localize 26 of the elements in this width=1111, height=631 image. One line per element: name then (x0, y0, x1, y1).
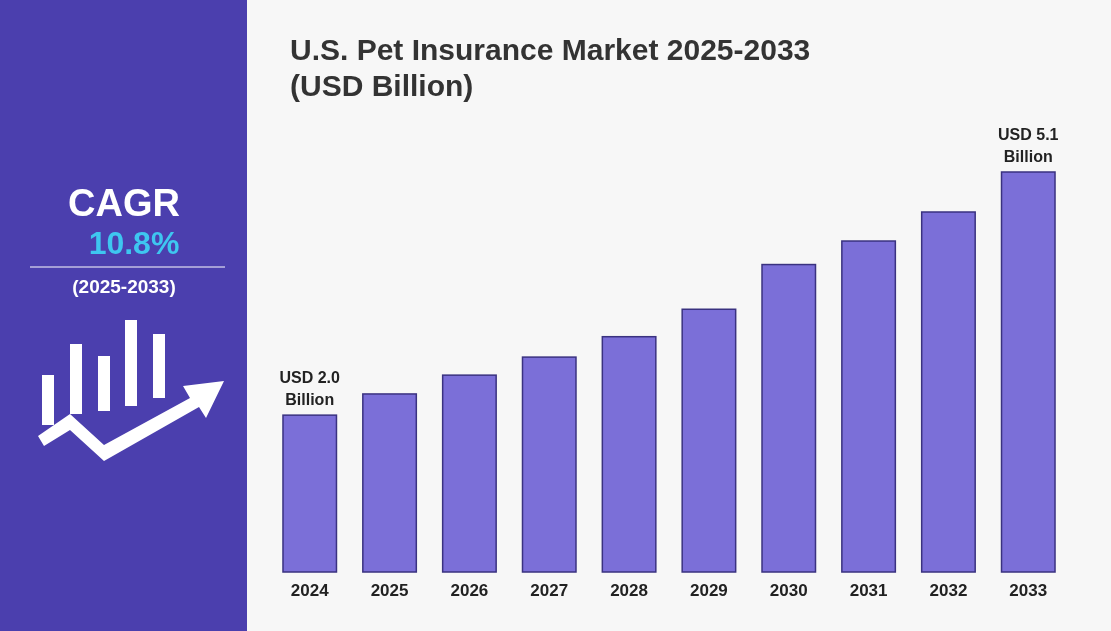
x-tick-label: 2029 (690, 581, 728, 600)
data-label: USD 5.1 Billion (998, 126, 1059, 165)
x-tick-label: 2027 (530, 581, 569, 600)
text: 10.8% (88, 225, 180, 261)
bar (521, 356, 577, 573)
bar (362, 393, 418, 573)
chart-title: U.S. Pet Insurance Market 2025-2033 (USD Billion) (290, 33, 811, 102)
x-tick-label: 2026 (450, 581, 489, 600)
bar (681, 308, 737, 573)
x-tick-label: 2031 (849, 581, 888, 600)
bar (282, 414, 338, 573)
x-tick-label: 2024 (290, 581, 330, 600)
x-tick-label: 2033 (1009, 581, 1048, 600)
text: CAGR (68, 182, 180, 224)
bar (601, 335, 657, 573)
bar (841, 240, 897, 573)
x-tick-label: 2032 (929, 581, 968, 600)
text: (2025-2033) (72, 276, 176, 297)
bar (441, 374, 497, 573)
data-label: USD 2.0 Billion (279, 369, 341, 409)
x-tick-label: 2028 (610, 581, 648, 600)
x-tick-label: 2030 (769, 581, 808, 600)
x-tick-label: 2025 (370, 581, 409, 600)
bar (761, 263, 817, 573)
bar (1000, 171, 1056, 573)
bar (920, 211, 976, 573)
